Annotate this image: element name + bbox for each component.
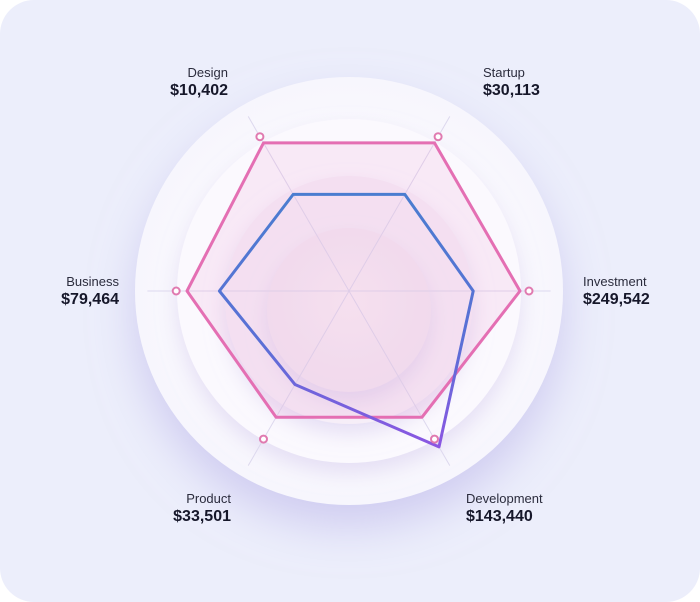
axis-value: $249,542 xyxy=(583,290,650,308)
axis-value: $143,440 xyxy=(466,507,533,525)
axis-name: Development xyxy=(466,491,543,506)
marker-development xyxy=(430,434,439,444)
axis-name: Product xyxy=(186,491,231,506)
axis-value: $10,402 xyxy=(170,81,228,99)
spoke-startup xyxy=(348,116,451,292)
marker-product xyxy=(259,434,268,444)
axis-label-business: Business $79,464 xyxy=(61,274,119,309)
axis-label-startup: Startup $30,113 xyxy=(483,65,540,100)
axis-label-development: Development $143,440 xyxy=(466,491,543,526)
radar-spokes xyxy=(147,116,551,466)
inner-disc xyxy=(267,228,431,392)
marker-design xyxy=(255,132,265,142)
marker-business xyxy=(171,286,181,296)
marker-investment xyxy=(524,286,534,296)
marker-layer xyxy=(171,132,534,444)
axis-name: Business xyxy=(66,274,119,289)
series-layer xyxy=(185,141,522,449)
axis-value: $30,113 xyxy=(483,81,540,99)
axis-value: $79,464 xyxy=(61,290,119,308)
series-polygon-1 xyxy=(185,141,522,419)
axis-label-design: Design $10,402 xyxy=(170,65,228,100)
marker-startup xyxy=(433,132,443,142)
axis-label-product: Product $33,501 xyxy=(173,491,231,526)
axis-name: Design xyxy=(187,65,228,80)
axis-label-investment: Investment $249,542 xyxy=(583,274,650,309)
axis-value: $33,501 xyxy=(173,507,231,525)
axis-name: Investment xyxy=(583,274,647,289)
series-polygon-2 xyxy=(217,192,475,449)
axis-name: Startup xyxy=(483,65,525,80)
spoke-design xyxy=(247,116,350,292)
